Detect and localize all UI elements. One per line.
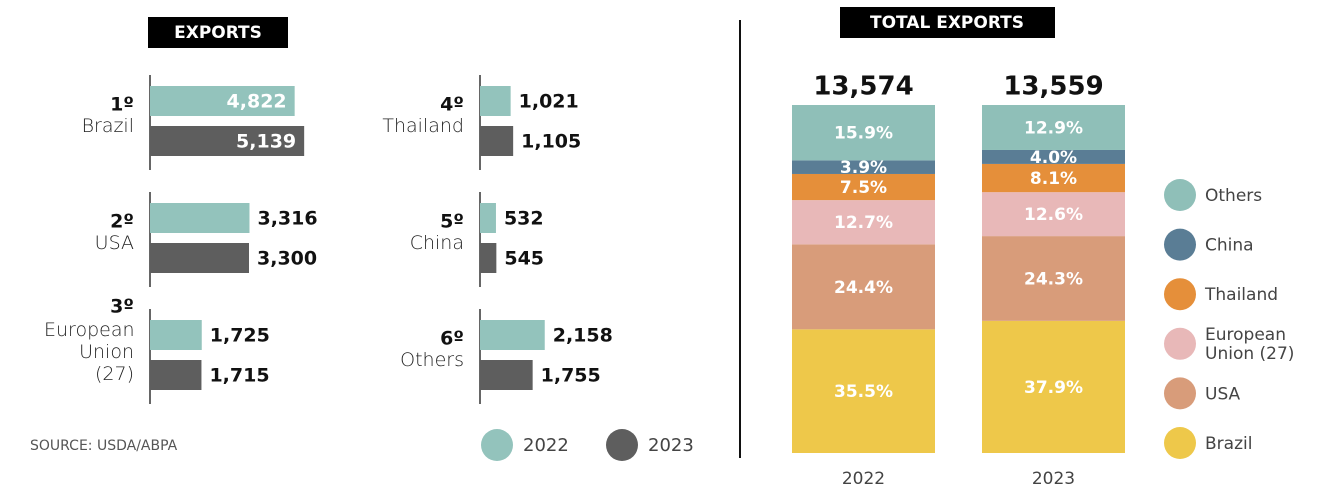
bar <box>480 320 545 350</box>
bar-segment <box>792 244 935 330</box>
legend-swatch <box>1164 179 1196 211</box>
legend-swatch <box>1164 427 1196 459</box>
chart-title: EXPORTS <box>174 23 262 43</box>
rank-label: 5º <box>440 211 464 233</box>
bar-segment <box>982 149 1125 164</box>
legend-swatch <box>481 429 513 461</box>
legend-label: China <box>1205 236 1254 256</box>
title-box <box>840 7 1055 38</box>
bar-segment <box>792 160 935 174</box>
legend-swatch <box>1164 377 1196 410</box>
value-label: 1,105 <box>521 131 581 153</box>
value-label: 2,158 <box>553 325 613 347</box>
bar-segment <box>982 163 1125 193</box>
value-label: 35.5% <box>834 382 893 402</box>
legend-swatch <box>1164 327 1196 360</box>
value-label: 1,755 <box>541 365 601 387</box>
bar <box>150 126 305 156</box>
x-tick-label: 2022 <box>842 469 885 489</box>
category-label: European Union (27) <box>44 319 135 385</box>
legend-label: 2022 <box>523 435 569 456</box>
value-label: 1,715 <box>209 365 269 387</box>
category-label: USA <box>94 232 134 254</box>
total-label: 13,574 <box>813 72 913 102</box>
bar <box>480 243 497 273</box>
value-label: 12.7% <box>834 213 893 233</box>
value-label: 12.6% <box>1024 205 1083 225</box>
legend-swatch <box>606 429 638 461</box>
bar <box>480 126 514 156</box>
value-label: 8.1% <box>1030 169 1077 189</box>
bar <box>150 86 295 116</box>
bar-segment <box>982 192 1125 237</box>
value-label: 37.9% <box>1024 378 1083 398</box>
bar <box>480 203 496 233</box>
bar <box>150 360 202 390</box>
legend-label: European Union (27) <box>1205 325 1294 364</box>
bar <box>150 320 202 350</box>
rank-label: 4º <box>440 94 464 116</box>
value-label: 24.3% <box>1024 269 1083 289</box>
legend-label: USA <box>1205 384 1241 404</box>
legend-label: 2023 <box>648 435 694 456</box>
legend-swatch <box>1164 278 1196 311</box>
bar <box>150 243 249 273</box>
bar <box>480 86 511 116</box>
value-label: 4,822 <box>227 91 287 113</box>
x-tick-label: 2023 <box>1032 469 1075 489</box>
bar-segment <box>982 320 1125 453</box>
value-label: 15.9% <box>834 124 893 144</box>
value-label: 3.9% <box>840 158 887 178</box>
total-label: 13,559 <box>1003 72 1103 102</box>
legend-label: Thailand <box>1204 285 1278 305</box>
category-label: China <box>409 232 464 254</box>
source: SOURCE: USDA/ABPA <box>30 438 178 454</box>
title-box <box>148 17 288 48</box>
bar-segment <box>792 200 935 245</box>
legend-label: Others <box>1205 186 1262 206</box>
rank-label: 6º <box>440 328 464 350</box>
bar-segment <box>982 105 1125 150</box>
value-label: 7.5% <box>840 178 887 198</box>
bar-segment <box>792 105 935 161</box>
category-label: Brazil <box>81 115 134 137</box>
legend-label: Brazil <box>1205 434 1252 454</box>
category-label: Others <box>400 349 464 371</box>
bar <box>480 360 533 390</box>
legend-swatch <box>1164 228 1196 261</box>
value-label: 3,300 <box>257 248 317 270</box>
value-label: 4.0% <box>1030 148 1077 168</box>
rank-label: 1º <box>110 94 134 116</box>
rank-label: 3º <box>110 296 134 318</box>
rank-label: 2º <box>110 211 134 233</box>
bar-segment <box>792 329 935 453</box>
bar-segment <box>982 236 1125 321</box>
bar <box>150 203 250 233</box>
category-label: Thailand <box>382 115 464 137</box>
value-label: 12.9% <box>1024 118 1083 138</box>
value-label: 24.4% <box>834 278 893 298</box>
value-label: 1,725 <box>210 325 270 347</box>
value-label: 545 <box>504 248 544 270</box>
value-label: 1,021 <box>519 91 579 113</box>
value-label: 3,316 <box>257 208 317 230</box>
value-label: 532 <box>504 208 544 230</box>
value-label: 5,139 <box>236 131 296 153</box>
chart-title: TOTAL EXPORTS <box>870 13 1024 33</box>
bar-segment <box>792 173 935 201</box>
